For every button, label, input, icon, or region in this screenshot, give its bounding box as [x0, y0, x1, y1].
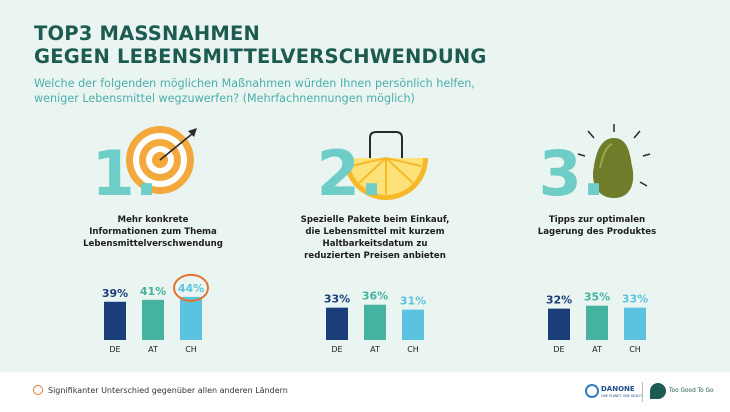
danone-mark-icon	[585, 384, 599, 398]
highlight-ring	[173, 273, 209, 302]
legend-label: Signifikanter Unterschied gegenüber alle…	[48, 386, 288, 395]
bar-de	[104, 301, 126, 340]
logo-divider	[642, 382, 643, 402]
category-label: CH	[185, 345, 197, 354]
measure-title-line: Haltbarkeitsdatum zu	[323, 239, 428, 249]
bar-at	[364, 304, 386, 340]
tgtg-logo: Too Good To Go	[650, 381, 725, 403]
category-label: DE	[331, 345, 342, 354]
highlight-ring-icon	[33, 385, 43, 395]
question-line-1: Welche der folgenden möglichen Maßnahmen…	[34, 77, 475, 90]
measure-title-line: reduzierten Preisen anbieten	[304, 251, 446, 261]
bar-de	[548, 308, 570, 340]
category-label: CH	[407, 345, 419, 354]
bar-ch	[624, 307, 646, 340]
footer: Signifikanter Unterschied gegenüber alle…	[0, 372, 730, 412]
rank-number: 3.	[539, 137, 606, 210]
tgtg-mark-icon	[650, 383, 666, 399]
orange-bag-icon	[344, 131, 428, 200]
value-label: 41%	[140, 285, 166, 298]
target-icon	[126, 126, 197, 194]
bar-ch	[180, 296, 202, 340]
measure-title-line: Spezielle Pakete beim Einkauf,	[301, 215, 450, 225]
value-label: 31%	[400, 295, 426, 308]
measure-title-line: Informationen zum Thema	[89, 227, 217, 237]
rank-number: 2.	[317, 137, 384, 210]
measure-title-line: Lebensmittelverschwendung	[83, 239, 223, 249]
value-label: 33%	[324, 293, 350, 306]
avocado-icon	[577, 124, 651, 198]
value-label: 39%	[102, 287, 128, 300]
measure-title-line: Lagerung des Produktes	[538, 227, 656, 237]
measure-title-line: die Lebensmittel mit kurzem	[305, 227, 444, 237]
measure-title-line: Mehr konkrete	[118, 215, 189, 225]
danone-logo: DANONE ONE PLANET. ONE HEALTH	[585, 381, 643, 403]
rank-number: 1.	[92, 137, 159, 210]
category-label: DE	[109, 345, 120, 354]
value-label: 36%	[362, 290, 388, 303]
page-title: TOP3 MASSNAHMEN GEGEN LEBENSMITTELVERSCH…	[34, 22, 487, 68]
category-label: AT	[370, 345, 380, 354]
measure-title-line: Tipps zur optimalen	[549, 215, 645, 225]
bar-ch	[402, 309, 424, 340]
value-label: 44%	[178, 282, 204, 295]
category-label: DE	[553, 345, 564, 354]
category-label: AT	[592, 345, 602, 354]
title-line-1: TOP3 MASSNAHMEN	[34, 22, 261, 45]
bar-de	[326, 307, 348, 340]
value-label: 35%	[584, 291, 610, 304]
question-text: Welche der folgenden möglichen Maßnahmen…	[34, 76, 674, 106]
value-label: 33%	[622, 293, 648, 306]
category-label: CH	[629, 345, 641, 354]
value-label: 32%	[546, 294, 572, 307]
question-line-2: weniger Lebensmittel wegzuwerfen? (Mehrf…	[34, 92, 415, 105]
bar-at	[142, 299, 164, 340]
bar-at	[586, 305, 608, 340]
title-line-2: GEGEN LEBENSMITTELVERSCHWENDUNG	[34, 45, 487, 68]
category-label: AT	[148, 345, 158, 354]
